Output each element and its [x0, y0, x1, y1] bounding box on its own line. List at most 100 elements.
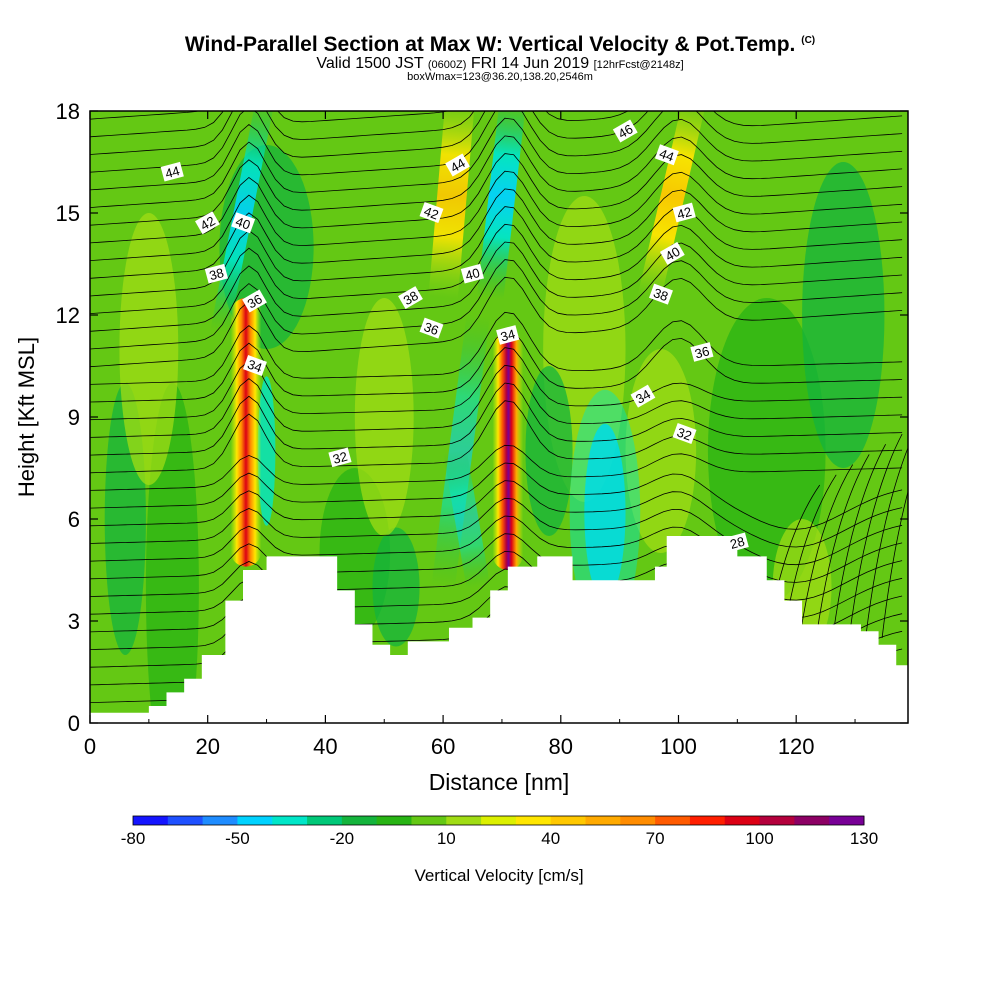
contour-label: 34: [496, 325, 520, 345]
field-patch: [354, 298, 414, 536]
y-tick-label: 6: [68, 507, 80, 532]
colorbar-label: Vertical Velocity [cm/s]: [414, 866, 583, 885]
x-tick-label: 80: [549, 734, 573, 759]
contour-label: 44: [160, 161, 184, 182]
colorbar-swatch: [237, 816, 273, 825]
contour-label-text: 32: [675, 424, 694, 443]
contour-label: 36: [419, 317, 444, 339]
field-patch: [119, 213, 179, 485]
contour-label-text: 32: [331, 449, 349, 467]
field-patch: [802, 162, 885, 468]
field-band: [637, 111, 708, 301]
downdraft-core: [584, 423, 626, 601]
contour-label-bg: [630, 384, 656, 408]
contour-label-text: 40: [464, 265, 482, 283]
contour-label-text: 34: [245, 356, 264, 375]
contour-label: 38: [649, 283, 673, 305]
colorbar-tick-label: -50: [225, 829, 250, 848]
contour-label-text: 38: [208, 265, 226, 283]
contour-label-text: 34: [499, 326, 517, 344]
x-tick-label: 120: [778, 734, 815, 759]
theta-contour: [90, 170, 903, 261]
contour-label-text: 42: [422, 203, 441, 222]
colorbar-swatch: [759, 816, 795, 825]
colorbar-swatch: [202, 816, 238, 825]
contour-label-bg: [612, 119, 638, 143]
colorbar: -80 -50 -20 10 40 70 100 130: [121, 815, 878, 848]
contour-label-bg: [649, 283, 673, 305]
contour-label-bg: [242, 289, 267, 313]
colorbar-swatch: [515, 816, 552, 825]
contour-label-text: 28: [728, 534, 746, 552]
contour-label-bg: [672, 423, 697, 444]
y-tick-label: 0: [68, 711, 80, 736]
contour-label: 44: [445, 153, 470, 177]
colorbar-swatch: [724, 816, 761, 825]
theta-contour: [848, 433, 903, 639]
downdraft-halo: [569, 389, 641, 635]
contour-label: 34: [630, 384, 656, 408]
theta-contour: [90, 400, 903, 474]
field-band-fill: [428, 111, 476, 300]
colorbar-swatch: [446, 816, 482, 825]
contour-label: 40: [460, 263, 484, 284]
contour-label: 42: [419, 202, 444, 223]
contour-label: 40: [659, 241, 685, 265]
contour-label-text: 42: [198, 213, 218, 233]
contour-label-text: 46: [616, 121, 636, 141]
contour-label-bg: [445, 153, 470, 177]
field-band-fill: [477, 111, 527, 300]
contour-label-text: 36: [245, 291, 265, 311]
x-tick-label: 60: [431, 734, 455, 759]
contour-label-text: 44: [657, 146, 676, 165]
contour-label: 40: [231, 212, 256, 234]
contour-label: 42: [195, 211, 220, 235]
colorbar-swatch: [829, 816, 865, 825]
colorbar-swatch: [794, 816, 830, 825]
colorbar-tick-label: 10: [437, 829, 456, 848]
theta-contour: [90, 364, 903, 438]
theta-contour: [90, 259, 903, 350]
contour-label-text: 36: [693, 343, 711, 361]
contour-label-bg: [160, 161, 184, 182]
colorbar-swatch: [585, 816, 621, 825]
contour-label-bg: [654, 144, 679, 166]
contour-label-bg: [659, 241, 685, 265]
theta-contour: [90, 382, 903, 456]
theta-contour: [815, 454, 870, 639]
colorbar-swatch: [376, 816, 412, 825]
contour-label-bg: [195, 211, 220, 235]
valid-time: Valid 1500 JST (0600Z) FRI 14 Jun 2019 […: [316, 55, 684, 72]
field-band: [428, 111, 476, 300]
contour-label-text: 38: [651, 285, 670, 304]
theta-contour: [90, 515, 903, 583]
colorbar-swatch: [272, 816, 308, 825]
theta-contour: [90, 206, 903, 297]
contour-label-bg: [419, 317, 444, 339]
colorbar-tick-label: 40: [541, 829, 560, 848]
theta-contour: [832, 444, 886, 639]
theta-contour: [865, 446, 908, 639]
contour-label-text: 44: [448, 155, 468, 175]
chart-title: Wind-Parallel Section at Max W: Vertical…: [184, 33, 816, 56]
field-band-fill: [443, 448, 491, 590]
theta-contour: [90, 276, 903, 368]
contour-label: 36: [242, 289, 267, 313]
contour-label-text: 40: [234, 214, 253, 233]
contour-label-text: 38: [401, 288, 421, 308]
contour-label-text: 44: [163, 163, 181, 181]
theta-contour: [799, 464, 854, 639]
contour-label: 32: [672, 423, 697, 444]
contour-label-bg: [496, 325, 520, 345]
colorbar-swatch: [655, 816, 691, 825]
field-band: [477, 111, 527, 300]
contour-label-bg: [690, 342, 714, 362]
colorbar-tick-label: -20: [330, 829, 355, 848]
x-tick-label: 40: [313, 734, 337, 759]
box-info: boxWmax=123@36.20,138.20,2546m: [407, 71, 593, 83]
colorbar-swatch: [411, 816, 447, 825]
contour-label: 32: [328, 447, 352, 468]
downdraft-small: [257, 376, 276, 526]
